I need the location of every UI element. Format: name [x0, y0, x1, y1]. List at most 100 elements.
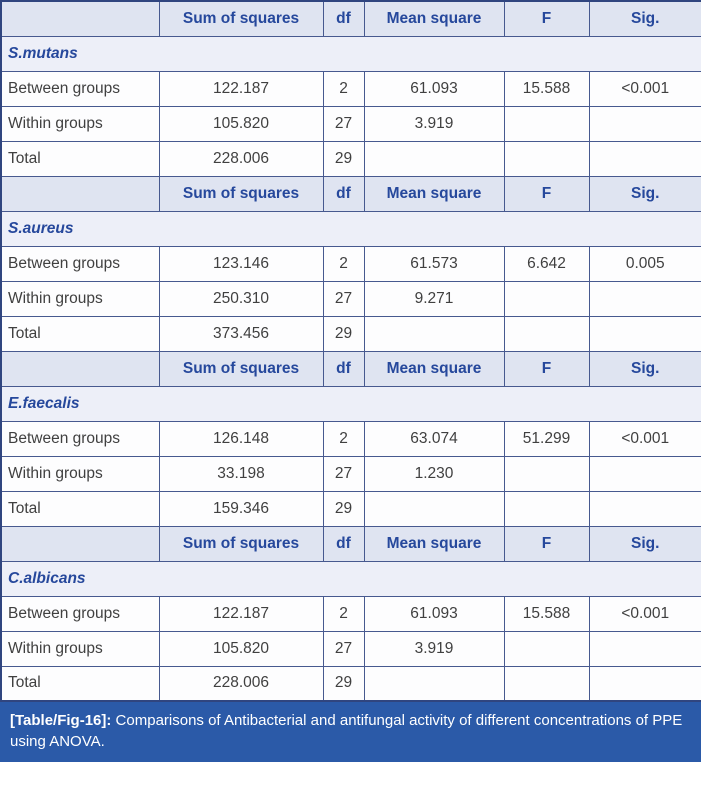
cell-df: 2: [322, 245, 365, 282]
section-title-e-faecalis: E.faecalis: [0, 385, 701, 422]
header-cell-blank: [0, 350, 160, 387]
header-cell-f: F: [503, 175, 590, 212]
cell-df: 27: [322, 280, 365, 317]
row-label: Total: [0, 315, 160, 352]
cell-mean-square: 63.074: [363, 420, 505, 457]
header-cell-sum-of-squares: Sum of squares: [158, 0, 324, 37]
cell-f: 15.588: [503, 595, 590, 632]
cell-sig: <0.001: [588, 595, 701, 632]
section-title-s-mutans: S.mutans: [0, 35, 701, 72]
row-label: Total: [0, 490, 160, 527]
section-title-row: E.faecalis: [0, 385, 701, 422]
cell-f: 51.299: [503, 420, 590, 457]
cell-df: 29: [322, 665, 365, 702]
cell-f: [503, 665, 590, 702]
cell-mean-square: 61.093: [363, 595, 505, 632]
cell-f: [503, 455, 590, 492]
header-cell-mean-square: Mean square: [363, 0, 505, 37]
cell-sig: <0.001: [588, 420, 701, 457]
cell-sig: [588, 630, 701, 667]
cell-sig: [588, 140, 701, 177]
header-cell-blank: [0, 525, 160, 562]
figure-caption: [Table/Fig-16]: Comparisons of Antibacte…: [0, 702, 701, 762]
cell-mean-square: 3.919: [363, 105, 505, 142]
row-label: Within groups: [0, 455, 160, 492]
table-row: Total 373.456 29: [0, 315, 701, 352]
row-label: Within groups: [0, 280, 160, 317]
cell-f: [503, 105, 590, 142]
table-row: Between groups 126.148 2 63.074 51.299 <…: [0, 420, 701, 457]
header-cell-sig: Sig.: [588, 350, 701, 387]
cell-mean-square: [363, 490, 505, 527]
cell-mean-square: [363, 665, 505, 702]
header-cell-sum-of-squares: Sum of squares: [158, 525, 324, 562]
cell-sig: [588, 280, 701, 317]
section-title-c-albicans: C.albicans: [0, 560, 701, 597]
anova-table: Sum of squares df Mean square F Sig. S.m…: [0, 0, 701, 702]
cell-mean-square: 3.919: [363, 630, 505, 667]
cell-sum-of-squares: 33.198: [158, 455, 324, 492]
row-label: Between groups: [0, 245, 160, 282]
column-header-row: Sum of squares df Mean square F Sig.: [0, 350, 701, 387]
cell-sig: [588, 455, 701, 492]
cell-sig: <0.001: [588, 70, 701, 107]
cell-mean-square: 1.230: [363, 455, 505, 492]
cell-f: 15.588: [503, 70, 590, 107]
header-cell-df: df: [322, 175, 365, 212]
row-label: Within groups: [0, 630, 160, 667]
cell-sum-of-squares: 122.187: [158, 595, 324, 632]
column-header-row: Sum of squares df Mean square F Sig.: [0, 525, 701, 562]
header-cell-df: df: [322, 0, 365, 37]
cell-mean-square: [363, 315, 505, 352]
table-row: Within groups 250.310 27 9.271: [0, 280, 701, 317]
cell-sum-of-squares: 126.148: [158, 420, 324, 457]
row-label: Between groups: [0, 595, 160, 632]
table-row: Within groups 33.198 27 1.230: [0, 455, 701, 492]
cell-sum-of-squares: 105.820: [158, 630, 324, 667]
cell-mean-square: 9.271: [363, 280, 505, 317]
table-row: Within groups 105.820 27 3.919: [0, 105, 701, 142]
cell-f: [503, 280, 590, 317]
cell-sum-of-squares: 228.006: [158, 140, 324, 177]
cell-sig: [588, 105, 701, 142]
cell-sig: [588, 490, 701, 527]
header-cell-sum-of-squares: Sum of squares: [158, 350, 324, 387]
table-row: Total 228.006 29: [0, 140, 701, 177]
header-cell-mean-square: Mean square: [363, 175, 505, 212]
cell-sig: [588, 665, 701, 702]
cell-f: [503, 490, 590, 527]
header-cell-f: F: [503, 350, 590, 387]
table-row: Within groups 105.820 27 3.919: [0, 630, 701, 667]
header-cell-sum-of-squares: Sum of squares: [158, 175, 324, 212]
section-title-row: S.mutans: [0, 35, 701, 72]
row-label: Total: [0, 665, 160, 702]
cell-sum-of-squares: 373.456: [158, 315, 324, 352]
header-cell-df: df: [322, 350, 365, 387]
cell-sig: [588, 315, 701, 352]
cell-mean-square: 61.093: [363, 70, 505, 107]
figure-caption-text: Comparisons of Antibacterial and antifun…: [10, 712, 683, 750]
cell-mean-square: 61.573: [363, 245, 505, 282]
section-title-s-aureus: S.aureus: [0, 210, 701, 247]
header-cell-mean-square: Mean square: [363, 350, 505, 387]
header-cell-sig: Sig.: [588, 0, 701, 37]
cell-df: 27: [322, 630, 365, 667]
cell-f: [503, 140, 590, 177]
cell-df: 2: [322, 595, 365, 632]
row-label: Between groups: [0, 70, 160, 107]
anova-table-figure: Sum of squares df Mean square F Sig. S.m…: [0, 0, 701, 762]
header-cell-df: df: [322, 525, 365, 562]
cell-df: 27: [322, 455, 365, 492]
cell-sum-of-squares: 250.310: [158, 280, 324, 317]
cell-mean-square: [363, 140, 505, 177]
cell-f: [503, 630, 590, 667]
header-cell-blank: [0, 175, 160, 212]
row-label: Within groups: [0, 105, 160, 142]
section-title-row: C.albicans: [0, 560, 701, 597]
cell-df: 29: [322, 315, 365, 352]
table-row: Between groups 122.187 2 61.093 15.588 <…: [0, 70, 701, 107]
section-title-row: S.aureus: [0, 210, 701, 247]
row-label: Between groups: [0, 420, 160, 457]
header-cell-sig: Sig.: [588, 175, 701, 212]
header-cell-f: F: [503, 525, 590, 562]
